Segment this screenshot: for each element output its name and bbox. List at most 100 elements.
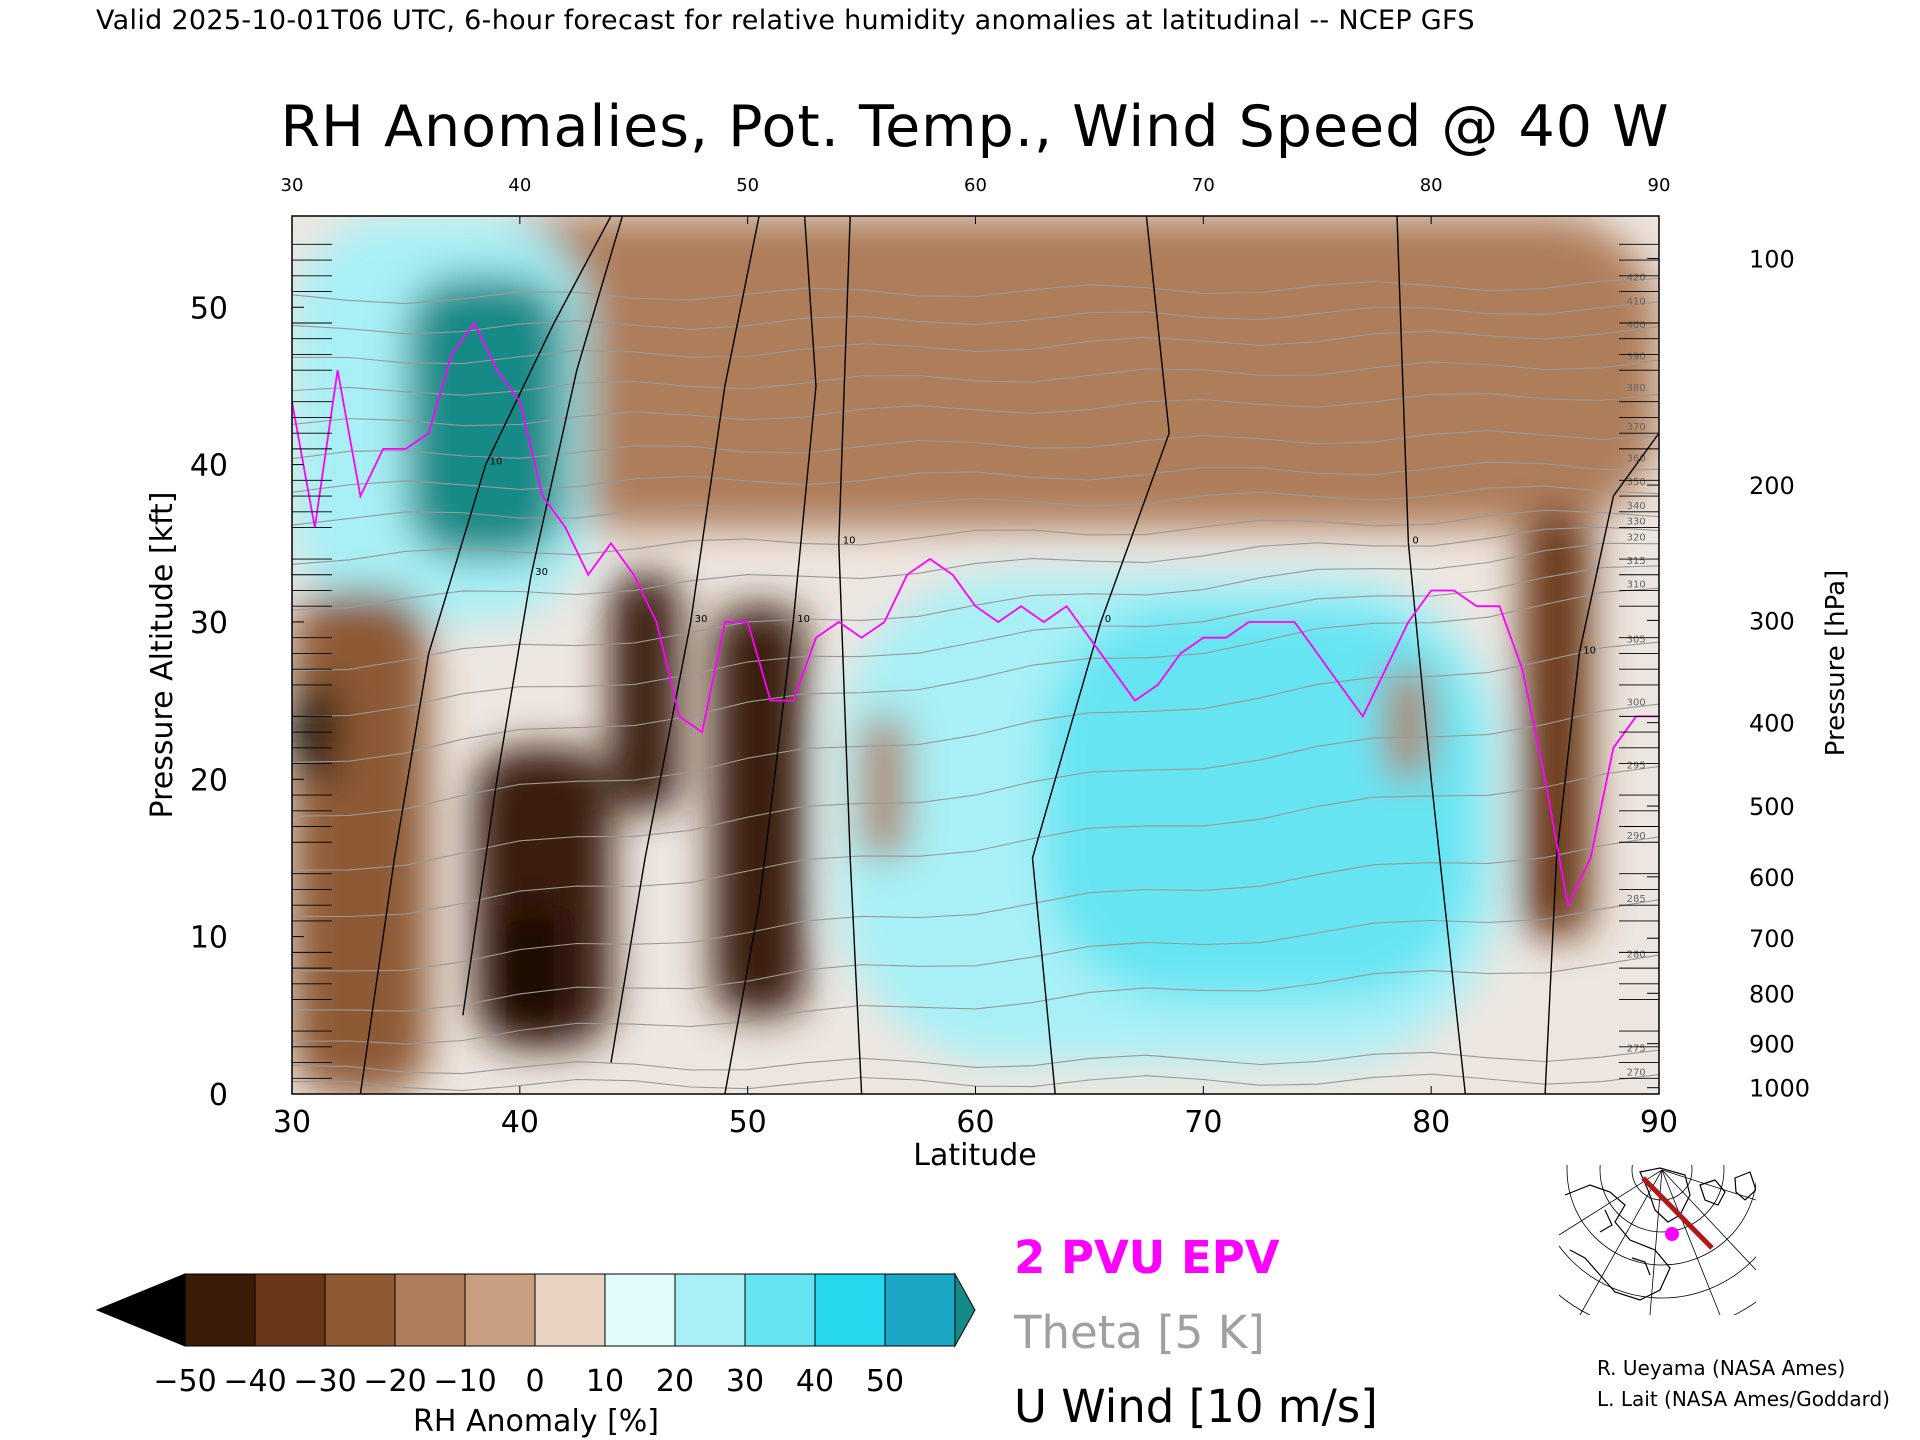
wind-contour-6 [1396, 216, 1466, 1094]
wind-contour-2 [610, 216, 760, 1063]
right-axis-label: Pressure [hPa] [1821, 570, 1851, 757]
y-axis-ticks: 0 10 20 30 40 50 [190, 243, 1659, 1113]
epv-contour [292, 321, 1659, 909]
legend-wind: U Wind [10 m/s] [1014, 1380, 1378, 1433]
y-tick-label-30: 30 [190, 606, 228, 641]
x-tick-label-90: 90 [1640, 1105, 1678, 1140]
theta-label-300: 300 [1627, 697, 1646, 708]
colorbar-box-6 [604, 1273, 676, 1347]
theta-label-370: 370 [1627, 422, 1646, 433]
theta-label-320: 320 [1627, 532, 1646, 543]
wind-contours: 10 30 30 10 10 0 0 10 [359, 216, 1659, 1094]
wind-contour-7 [1544, 432, 1659, 1094]
theta-label-390: 390 [1627, 351, 1646, 362]
colorbar-tick-9: 40 [796, 1364, 834, 1399]
colorbar-tick-3: −20 [363, 1364, 426, 1399]
flight-route [1641, 1176, 1714, 1250]
theta-label-305: 305 [1627, 635, 1646, 646]
theta-contour-275 [292, 1049, 1659, 1075]
x-top-tick-label-30: 30 [281, 175, 304, 196]
y-tick-label-50: 50 [190, 291, 228, 326]
rh-region-12 [1522, 511, 1591, 937]
theta-contour-330 [292, 526, 1659, 611]
p-tick-label-100: 100 [1749, 245, 1795, 273]
p-tick-label-200: 200 [1749, 472, 1795, 500]
wind-label-0: 10 [490, 457, 503, 468]
rh-region-2 [405, 275, 566, 560]
theta-contour-280 [292, 954, 1659, 1045]
x-top-tick-label-80: 80 [1420, 175, 1443, 196]
colorbar-tick-5: 0 [525, 1364, 544, 1399]
colorbar-tick-2: −30 [293, 1364, 356, 1399]
wind-label-7: 10 [1583, 645, 1596, 656]
credit-line-2: L. Lait (NASA Ames/Goddard) [1597, 1387, 1890, 1411]
theta-contour-420 [292, 277, 1659, 305]
theta-contour-305 [292, 641, 1659, 817]
header-text: Valid 2025-10-01T06 UTC, 6-hour forecast… [96, 5, 1475, 36]
x-tick-label-60: 60 [956, 1105, 994, 1140]
theta-contour-340 [292, 509, 1659, 565]
colorbar-box-2 [324, 1273, 396, 1347]
wind-label-2: 30 [695, 614, 708, 625]
wind-contour-3 [724, 216, 817, 1094]
theta-contour-380 [292, 393, 1659, 427]
colorbar-box-5 [534, 1273, 606, 1347]
legend: 2 PVU EPV Theta [5 K] U Wind [10 m/s] [1013, 1231, 1378, 1433]
theta-label-295: 295 [1627, 760, 1646, 771]
x-axis-ticks: 30 40 50 60 70 80 90 30 40 50 60 70 80 90 [273, 175, 1678, 1140]
wind-contour-0 [359, 216, 612, 1094]
x-tick-label-30: 30 [273, 1105, 311, 1140]
x-tick-label-70: 70 [1184, 1105, 1222, 1140]
rh-region-13 [1385, 669, 1432, 780]
pressure-axis-ticks: 100 200 300 400 500 600 700 800 900 1000 [1647, 245, 1810, 1103]
p-tick-label-600: 600 [1749, 864, 1795, 892]
colorbar-tick-10: 50 [866, 1364, 904, 1399]
theta-label-285: 285 [1627, 894, 1646, 905]
wind-label-4: 10 [843, 535, 856, 546]
colorbar-tick-4: −10 [433, 1364, 496, 1399]
wind-contour-4 [838, 216, 863, 1094]
theta-label-290: 290 [1627, 831, 1646, 842]
theta-label-315: 315 [1627, 556, 1646, 567]
p-tick-label-900: 900 [1749, 1031, 1795, 1059]
p-tick-label-500: 500 [1749, 793, 1795, 821]
colorbar-box-4 [464, 1273, 536, 1347]
theta-label-270: 270 [1627, 1067, 1646, 1078]
theta-contour-360 [292, 461, 1659, 493]
p-tick-label-400: 400 [1749, 710, 1795, 738]
colorbar: −50 −40 −30 −20 −10 0 10 20 30 40 50 [95, 1272, 976, 1399]
p-tick-label-800: 800 [1749, 980, 1795, 1008]
colorbar-box-8 [744, 1273, 816, 1347]
colorbar-tick-7: 20 [656, 1364, 694, 1399]
theta-contour-410 [292, 301, 1659, 335]
x-tick-label-80: 80 [1412, 1105, 1450, 1140]
x-tick-label-40: 40 [501, 1105, 539, 1140]
theta-label-275: 275 [1627, 1044, 1646, 1055]
colorbar-tick-1: −40 [223, 1364, 286, 1399]
rh-region-6 [474, 747, 611, 1047]
colorbar-low-arrow [95, 1273, 186, 1347]
colorbar-box-3 [394, 1273, 466, 1347]
credit-line-1: R. Ueyama (NASA Ames) [1597, 1356, 1845, 1380]
y-tick-label-0: 0 [209, 1078, 228, 1113]
x-top-tick-label-60: 60 [964, 175, 987, 196]
epv-2pvu-line [292, 321, 1659, 909]
theta-label-400: 400 [1627, 320, 1646, 331]
theta-label-420: 420 [1627, 273, 1646, 284]
theta-label-380: 380 [1627, 383, 1646, 394]
wind-label-3: 10 [797, 614, 810, 625]
theta-label-350: 350 [1627, 477, 1646, 488]
p-tick-label-1000: 1000 [1749, 1075, 1810, 1103]
wind-contour-1 [462, 216, 624, 1016]
theta-contour-310 [292, 587, 1659, 763]
theta-label-360: 360 [1627, 454, 1646, 465]
theta-contour-290 [292, 836, 1659, 972]
inset-map [1559, 1165, 1756, 1315]
theta-label-330: 330 [1627, 517, 1646, 528]
y-tick-label-10: 10 [190, 921, 228, 956]
colorbar-tick-8: 30 [726, 1364, 764, 1399]
colorbar-box-1 [254, 1273, 326, 1347]
theta-contours: 2702752802852902953003053103153203303403… [292, 273, 1659, 1092]
rh-region-0 [292, 216, 1659, 528]
